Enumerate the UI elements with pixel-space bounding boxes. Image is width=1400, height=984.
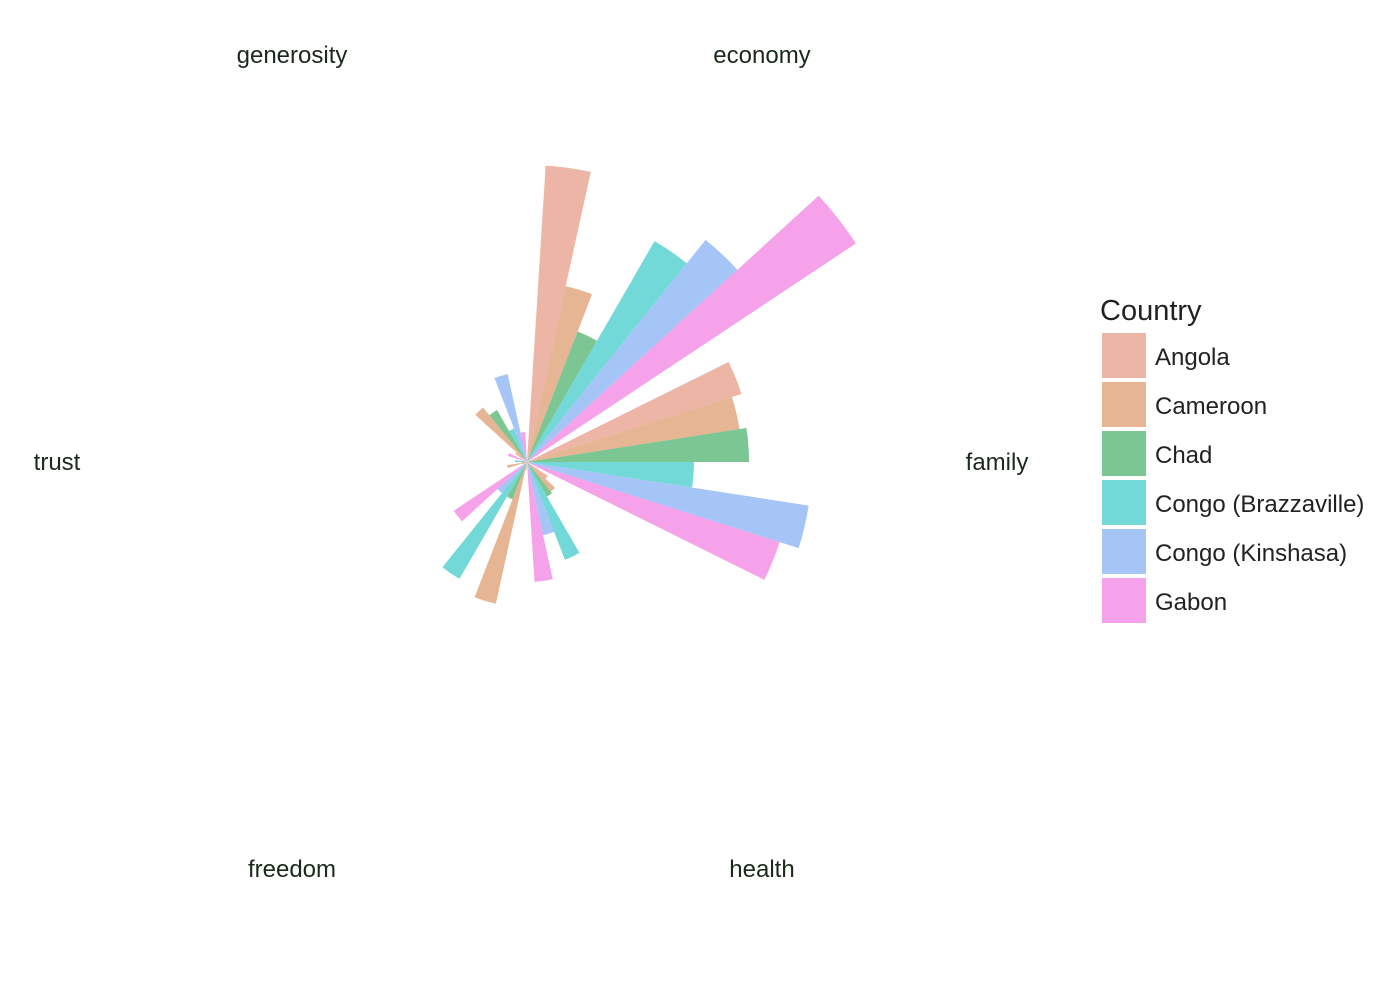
- bar-congo-kinshasa-family: [527, 462, 809, 549]
- bars-layer: [442, 165, 856, 604]
- bar-congo-kinshasa-economy: [527, 239, 738, 462]
- category-label-health: health: [729, 856, 794, 883]
- legend-swatch-congo-brazzaville: [1102, 480, 1146, 525]
- category-label-economy: economy: [713, 42, 810, 69]
- bar-angola-family: [527, 361, 742, 462]
- bar-cameroon-generosity: [475, 407, 527, 462]
- bar-congo-brazzaville-economy: [527, 241, 687, 462]
- bar-angola-health: [527, 462, 548, 479]
- legend: Country Angola Cameroon Chad Congo (Brazzavi…: [1100, 295, 1364, 623]
- bar-gabon-generosity: [520, 432, 527, 462]
- bar-congo-brazzaville-trust: [515, 460, 527, 462]
- legend-label-angola: Angola: [1155, 344, 1230, 371]
- bar-angola-generosity: [515, 452, 527, 462]
- bar-gabon-economy: [527, 195, 856, 462]
- bar-chad-economy: [527, 331, 597, 462]
- bar-gabon-health: [527, 462, 553, 582]
- bar-cameroon-freedom: [474, 462, 527, 604]
- category-labels: economy family health freedom trust generosit…: [34, 42, 1029, 883]
- category-label-freedom: freedom: [248, 856, 336, 883]
- legend-swatch-angola: [1102, 333, 1146, 378]
- category-label-trust: trust: [34, 449, 81, 476]
- bar-congo-kinshasa-trust: [522, 460, 527, 462]
- bar-cameroon-family: [527, 396, 740, 462]
- bar-gabon-trust: [507, 453, 527, 462]
- legend-swatch-chad: [1102, 431, 1146, 476]
- legend-title: Country: [1100, 295, 1202, 327]
- legend-swatch-gabon: [1102, 578, 1146, 623]
- legend-label-congo-brazzaville: Congo (Brazzaville): [1155, 491, 1364, 518]
- bar-congo-brazzaville-freedom: [442, 462, 527, 579]
- bar-chad-family: [527, 428, 749, 462]
- bar-congo-kinshasa-generosity: [494, 374, 527, 462]
- bar-cameroon-health: [527, 462, 556, 492]
- bar-congo-kinshasa-health: [527, 462, 555, 536]
- bar-angola-freedom: [525, 462, 527, 470]
- legend-label-chad: Chad: [1155, 442, 1212, 469]
- legend-swatch-congo-kinshasa: [1102, 529, 1146, 574]
- bar-gabon-family: [527, 462, 780, 580]
- bar-congo-brazzaville-generosity: [509, 428, 527, 462]
- bar-angola-economy: [527, 165, 591, 462]
- bar-congo-kinshasa-freedom: [497, 462, 527, 494]
- bar-gabon-freedom: [453, 462, 527, 522]
- bar-chad-freedom: [507, 462, 527, 500]
- bar-cameroon-economy: [527, 286, 593, 462]
- bar-cameroon-trust: [507, 462, 527, 469]
- category-label-generosity: generosity: [237, 42, 348, 69]
- legend-label-cameroon: Cameroon: [1155, 393, 1267, 420]
- bar-chad-generosity: [489, 410, 527, 462]
- bar-angola-trust: [522, 462, 527, 465]
- bar-congo-brazzaville-family: [527, 462, 694, 488]
- legend-swatch-cameroon: [1102, 382, 1146, 427]
- bar-congo-brazzaville-health: [527, 462, 580, 560]
- bar-chad-health: [527, 462, 553, 497]
- bar-chad-trust: [522, 462, 527, 463]
- legend-label-congo-kinshasa: Congo (Kinshasa): [1155, 540, 1347, 567]
- legend-label-gabon: Gabon: [1155, 589, 1227, 616]
- category-label-family: family: [966, 449, 1029, 476]
